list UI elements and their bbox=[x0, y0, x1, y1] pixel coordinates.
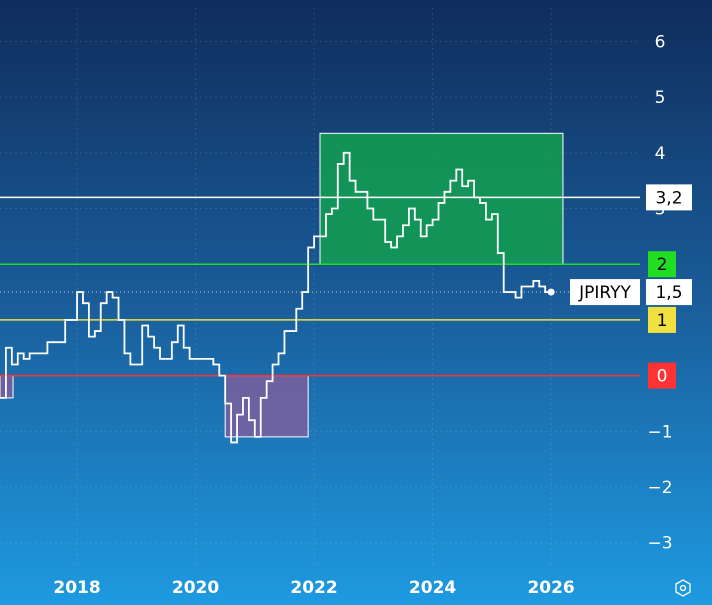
reference-badge-label: 0 bbox=[657, 367, 668, 387]
x-tick-label: 2026 bbox=[527, 578, 574, 598]
series-line-jpiryy bbox=[0, 151, 552, 444]
series-name-label: JPIRYY bbox=[578, 283, 631, 303]
x-axis: 2018 2020 2022 2024 2026 bbox=[53, 578, 574, 598]
reference-badge-label: 2 bbox=[657, 255, 668, 275]
badge-layer: 3,2 2 1 0 JPIRYY 1,5 bbox=[570, 184, 692, 389]
reference-badge bbox=[648, 306, 676, 333]
x-tick-label: 2022 bbox=[290, 578, 337, 598]
highlight-zone bbox=[319, 132, 564, 265]
x-tick-label: 2020 bbox=[172, 578, 219, 598]
reference-badge bbox=[648, 251, 676, 278]
series-name-badge bbox=[570, 279, 640, 306]
reference-badge bbox=[646, 184, 692, 211]
reference-line-layer bbox=[0, 196, 640, 377]
reference-badge-label: 1 bbox=[657, 311, 668, 331]
y-tick-label: −2 bbox=[647, 478, 672, 498]
y-tick-label: −1 bbox=[647, 422, 672, 442]
y-tick-label: 4 bbox=[655, 144, 666, 164]
last-value-badge bbox=[646, 279, 692, 306]
last-point-marker bbox=[547, 288, 555, 296]
zone-layer bbox=[0, 132, 564, 438]
reference-badge bbox=[648, 362, 676, 389]
x-tick-label: 2024 bbox=[409, 578, 456, 598]
y-tick-label: 5 bbox=[655, 88, 666, 108]
y-tick-label: 6 bbox=[655, 32, 666, 52]
x-tick-label: 2018 bbox=[53, 578, 100, 598]
last-value-label: 1,5 bbox=[655, 283, 682, 303]
hexagon-settings-icon[interactable] bbox=[675, 579, 691, 597]
y-tick-label: −3 bbox=[647, 534, 672, 554]
reference-badge-label: 3,2 bbox=[655, 188, 682, 208]
series-layer bbox=[0, 151, 555, 444]
